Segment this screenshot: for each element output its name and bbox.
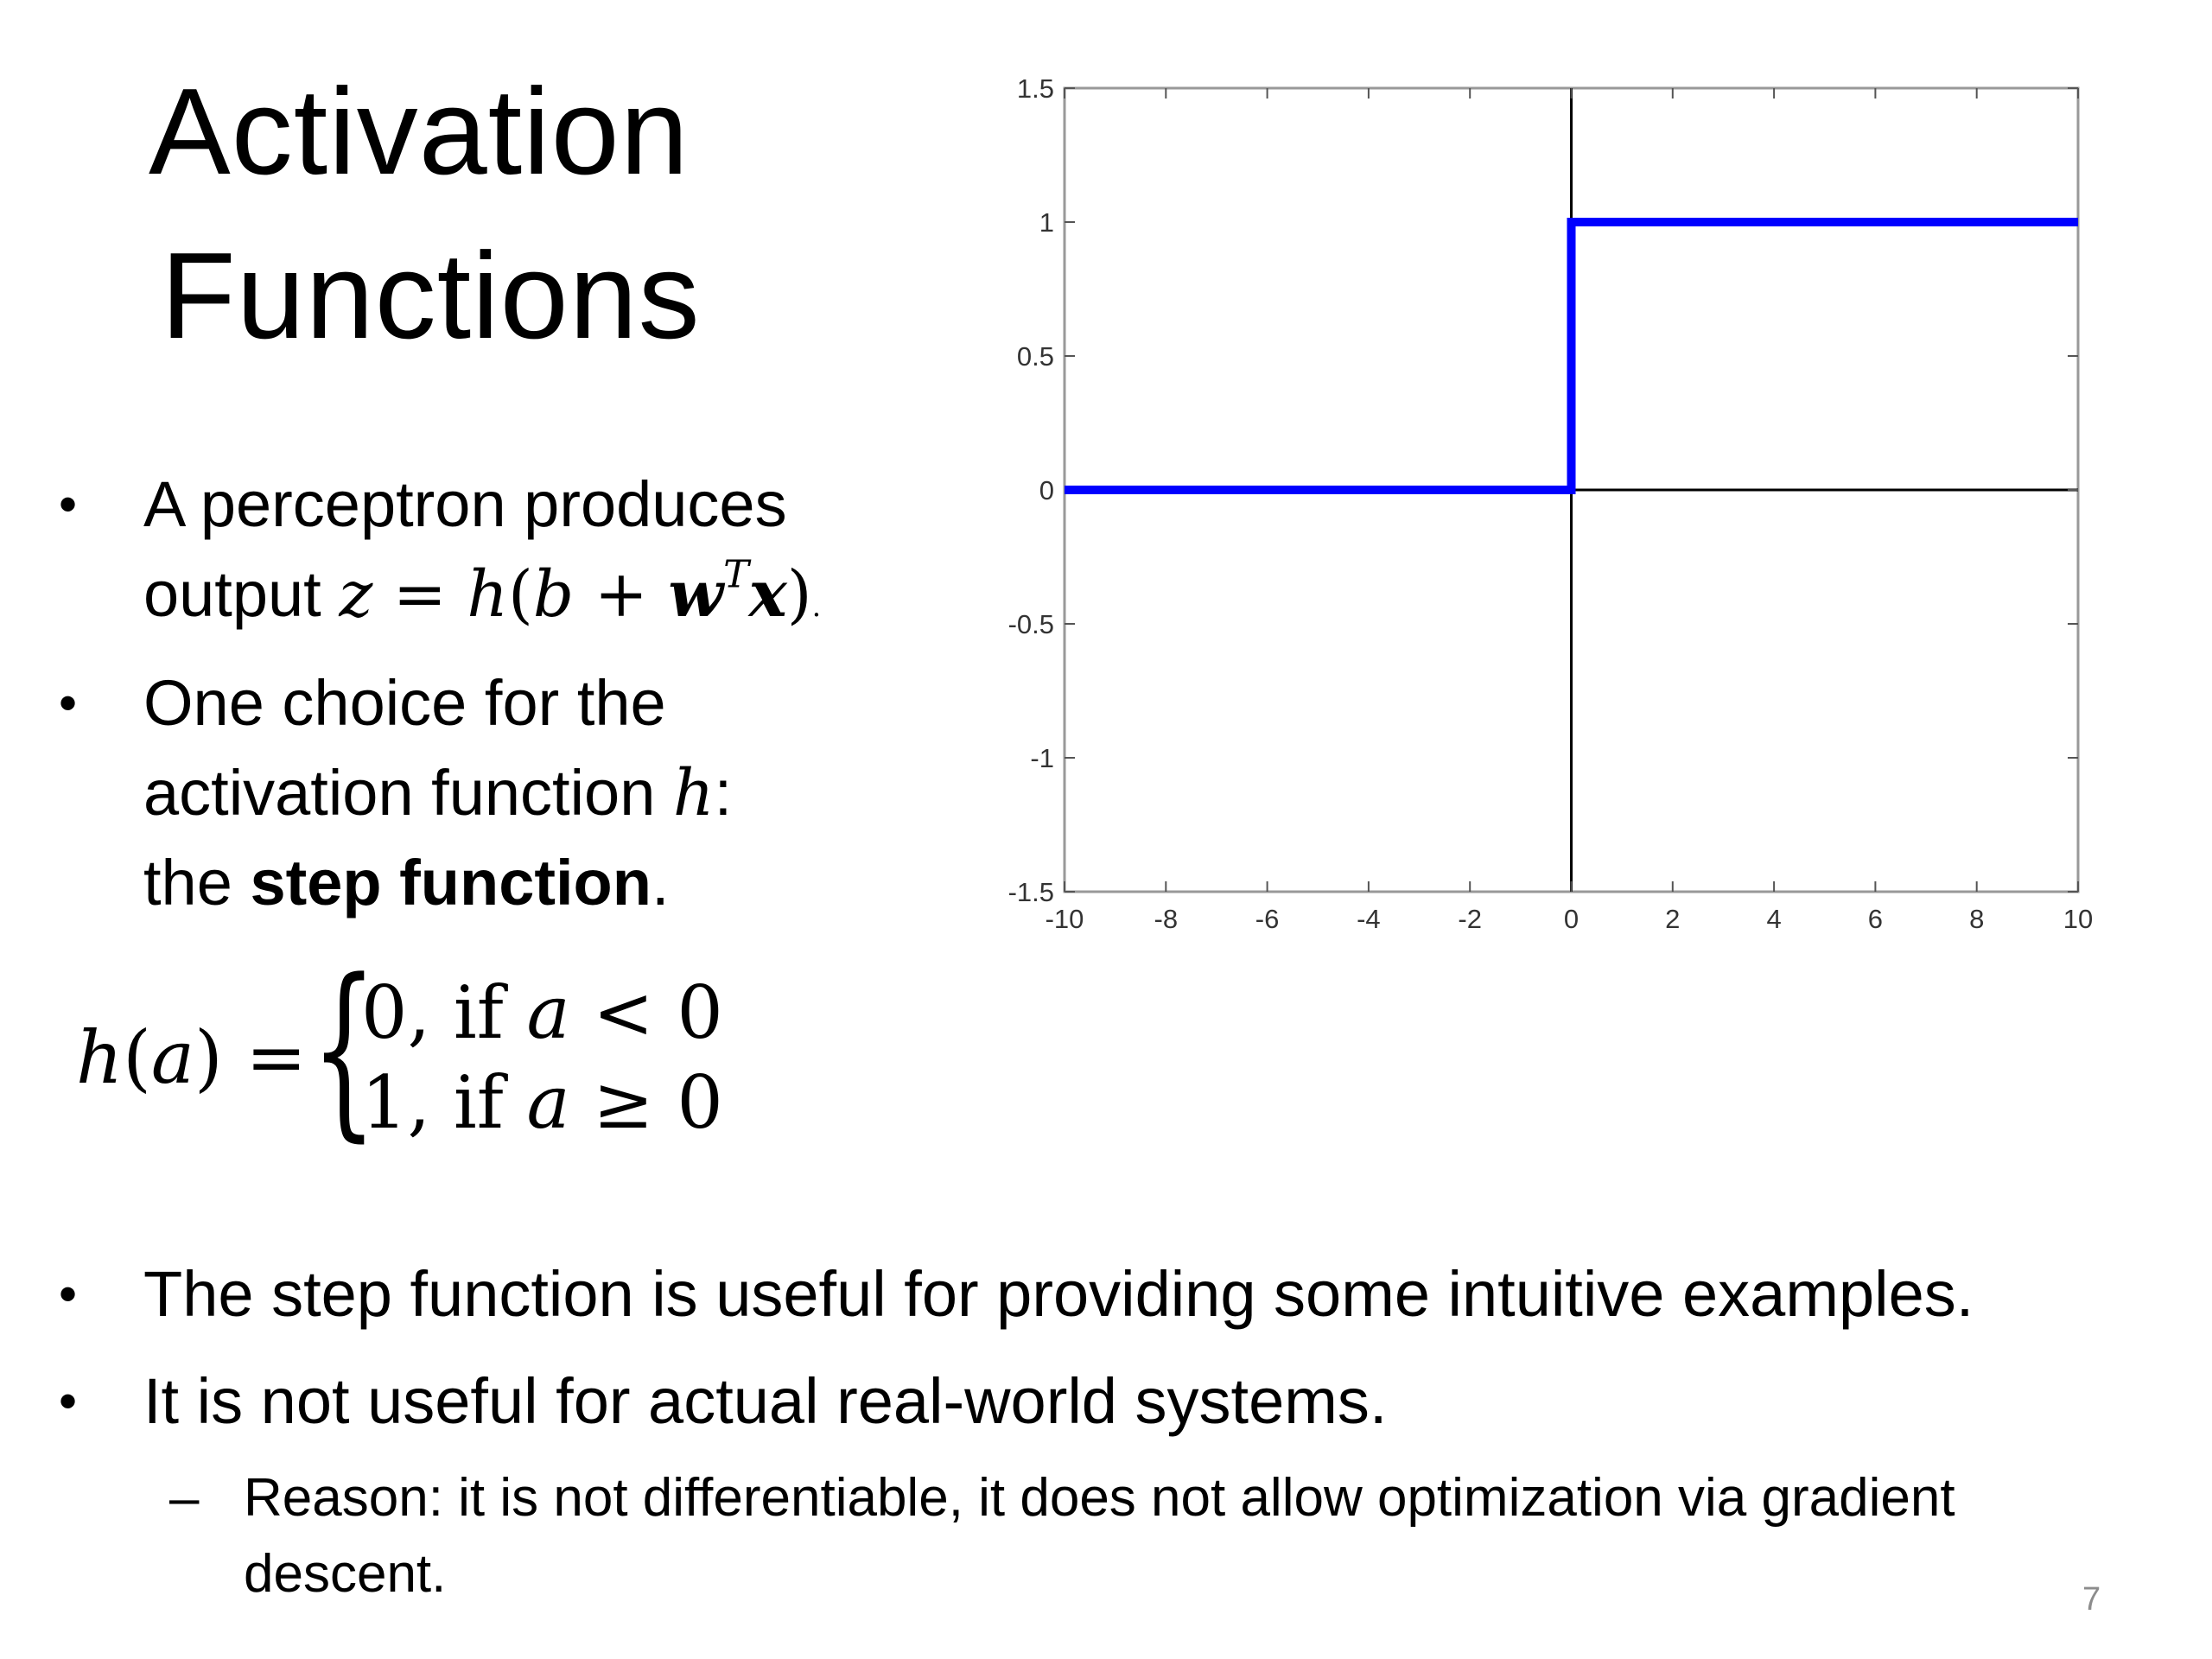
x-tick-label-4: -2 [1458, 904, 1482, 934]
colon: : [714, 757, 733, 829]
case-2-relation: ≥ 0 [569, 1060, 723, 1145]
formula-h: h [76, 1015, 124, 1100]
y-tick-label-5: -1 [1030, 743, 1054, 773]
y-tick-label-2: 0.5 [1017, 341, 1054, 372]
step-function-bold: step function [250, 847, 652, 918]
bullet-perceptron-line-2: output z = h(b + wTx). [143, 550, 821, 652]
y-tick-label-3: 0 [1039, 475, 1054, 505]
formula-brace: { [311, 940, 378, 1159]
formula-open-paren: ( [123, 1015, 151, 1100]
x-tick-label-7: 4 [1766, 904, 1781, 934]
y-tick-label-0: 1.5 [1017, 73, 1054, 104]
y-tick-label-1: 1 [1039, 207, 1054, 238]
math-x: x [748, 557, 787, 632]
formula-lhs: h(a) = [76, 1013, 307, 1103]
bullet-choice-line-3: the step function. [143, 838, 670, 928]
x-tick-label-0: -10 [1046, 904, 1084, 934]
the-text: the [143, 847, 251, 918]
output-text: output [143, 558, 340, 630]
case-1-relation: < 0 [569, 970, 723, 1055]
bullet-dot: • [59, 475, 78, 533]
x-tick-label-3: -4 [1357, 904, 1381, 934]
formula-a: a [150, 1015, 194, 1100]
math-open-paren: ( [508, 557, 533, 632]
x-tick-label-9: 8 [1969, 904, 1984, 934]
math-b: b [532, 557, 575, 632]
step-function-chart: -10 -8 -6 -4 -2 0 2 4 6 8 10 1.5 1 0.5 0 -0.5 -1 -1.5 [1008, 73, 2094, 934]
y-tick-label-6: -1.5 [1008, 877, 1054, 907]
formula-close-paren: ) [194, 1015, 223, 1100]
slide-title: Activation Functions [149, 50, 701, 378]
math-w: w [668, 557, 724, 632]
bullet-perceptron-line-1: A perceptron produces [143, 468, 787, 540]
case-2-var: a [526, 1060, 570, 1145]
math-z: z [339, 557, 373, 632]
perceptron-equation: z = h(b + wTx). [339, 556, 822, 632]
bullet-dot: • [59, 674, 78, 732]
title-line-2: Functions [161, 227, 701, 365]
case-row-2: 1, if a ≥ 0 [361, 1058, 723, 1147]
case-row-1: 0, if a < 0 [361, 968, 723, 1058]
y-tick-label-4: -0.5 [1008, 609, 1054, 639]
x-tick-label-5: 0 [1564, 904, 1579, 934]
x-tick-label-2: -6 [1255, 904, 1280, 934]
activation-function-text: activation function [143, 757, 673, 829]
math-plus: + [574, 557, 669, 632]
bullet-not-useful-text: It is not useful for actual real-world s… [143, 1365, 1388, 1437]
step-series-line-0 [1065, 218, 2078, 494]
page-number: 7 [2082, 1581, 2101, 1618]
sub-bullet-line-2: descent. [244, 1544, 447, 1604]
period: . [651, 847, 670, 918]
sub-bullet-dash: – [169, 1468, 200, 1528]
case-1-var: a [526, 970, 570, 1055]
title-line-1: Activation [149, 63, 690, 200]
case-2-value: 1, if [361, 1060, 527, 1145]
math-transpose: T [723, 552, 749, 597]
math-h: h [672, 756, 715, 830]
x-tick-label-10: 10 [2063, 904, 2093, 934]
case-1-value: 0, if [361, 970, 527, 1055]
bullet-dot: • [59, 1372, 78, 1430]
bullet-choice-line-2: activation function h: [143, 748, 732, 838]
chart-layer: -10 -8 -6 -4 -2 0 2 4 6 8 10 1.5 1 0.5 0 -0.5 -1 -1.5 [1008, 73, 2094, 934]
bullet-choice-line-1: One choice for the [143, 667, 666, 739]
formula-cases: 0, if a < 0 1, if a ≥ 0 [361, 968, 723, 1147]
math-period: . [811, 589, 822, 623]
math-h: h [467, 557, 509, 632]
x-tick-label-1: -8 [1154, 904, 1179, 934]
x-tick-label-6: 2 [1665, 904, 1680, 934]
sub-bullet-line-1: Reason: it is not differentiable, it doe… [244, 1468, 1955, 1528]
bullet-dot: • [59, 1265, 78, 1323]
bullet-step-useful-text: The step function is useful for providin… [143, 1258, 1974, 1330]
formula-equals: = [222, 1015, 307, 1100]
math-close-paren: ) [786, 557, 812, 632]
x-tick-label-8: 6 [1868, 904, 1883, 934]
math-equals: = [372, 557, 467, 632]
